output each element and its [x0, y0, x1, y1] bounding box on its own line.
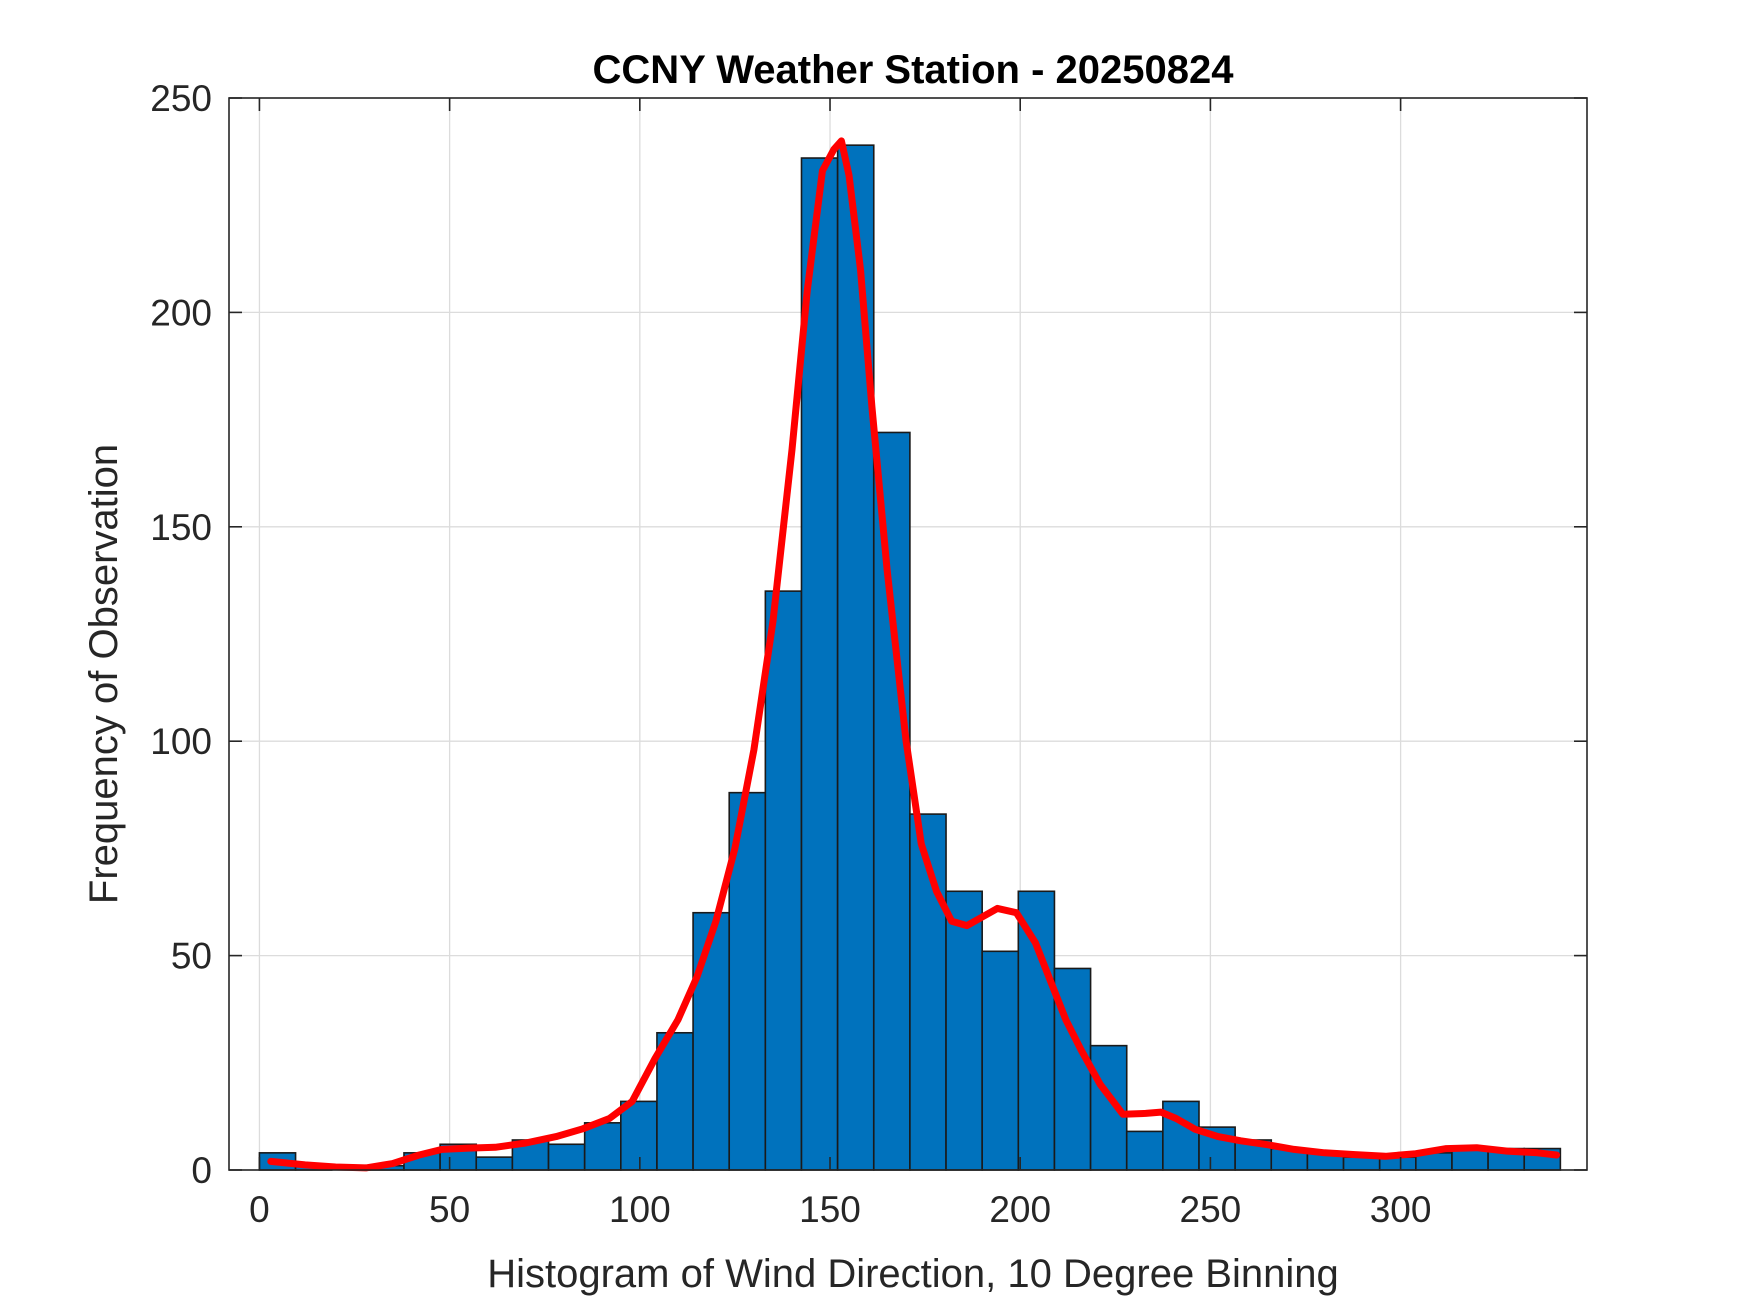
histogram-bar: [981, 950, 1020, 1171]
y-tick-label: 150: [150, 507, 212, 548]
histogram-bar: [547, 1143, 586, 1171]
histogram-bar: [836, 144, 875, 1171]
y-axis-label: Frequency of Observation: [82, 444, 126, 904]
histogram-bar: [1125, 1130, 1164, 1171]
histogram-bar: [945, 890, 983, 1171]
y-tick-label: 100: [150, 721, 212, 762]
y-tick-label: 0: [191, 1150, 212, 1191]
x-tick-label: 200: [989, 1189, 1051, 1230]
x-tick-label: 0: [249, 1189, 270, 1230]
histogram-bar: [475, 1156, 514, 1171]
x-tick-label: 100: [609, 1189, 671, 1230]
histogram-bar: [692, 911, 731, 1171]
plot-border: [228, 97, 1588, 1171]
axis-ticks: 0 50 100 150 200 250 300 0 50 100 150 200 250: [150, 78, 1587, 1230]
x-axis-label: Histogram of Wind Direction, 10 Degree B…: [487, 1252, 1339, 1296]
fit-curve-line: [267, 137, 1561, 1172]
y-tick-label: 200: [150, 292, 212, 333]
histogram-bar: [764, 590, 803, 1171]
histogram-bar: [656, 1031, 694, 1171]
histogram-bar: [872, 431, 911, 1171]
histogram-bar: [583, 1122, 622, 1171]
histogram-bar: [620, 1100, 658, 1171]
y-tick-label: 50: [171, 936, 212, 977]
chart-title: CCNY Weather Station - 20250824: [593, 48, 1235, 92]
smoothed-curve: [267, 137, 1561, 1172]
x-tick-label: 300: [1370, 1189, 1432, 1230]
x-tick-label: 50: [429, 1189, 470, 1230]
y-tick-label: 250: [150, 78, 212, 119]
histogram-bar: [1017, 890, 1056, 1171]
x-tick-label: 150: [799, 1189, 861, 1230]
x-tick-label: 250: [1180, 1189, 1242, 1230]
